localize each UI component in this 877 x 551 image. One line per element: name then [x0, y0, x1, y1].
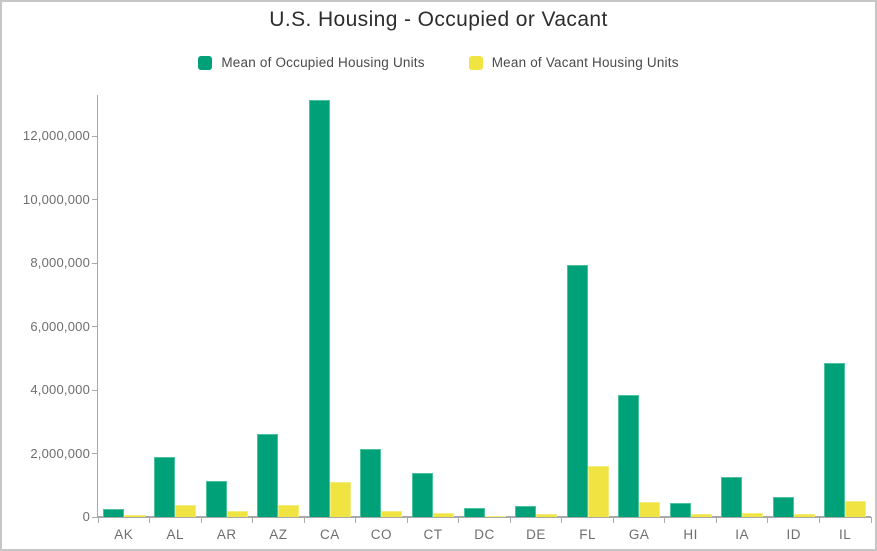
occupied-bar[interactable] [463, 508, 485, 517]
occupied-bar[interactable] [824, 363, 846, 517]
occupied-bar[interactable] [308, 99, 330, 517]
y-tick-mark [92, 516, 97, 518]
vacant-bar[interactable] [484, 516, 506, 517]
x-tick-label: DE [526, 527, 546, 542]
x-tick-mark [870, 517, 872, 523]
vacant-bar[interactable] [278, 504, 300, 517]
vacant-bar[interactable] [175, 504, 197, 517]
x-tick-label: AK [114, 527, 134, 542]
vacant-bar[interactable] [793, 514, 815, 517]
legend: Mean of Occupied Housing Units Mean of V… [2, 55, 875, 70]
vacant-bar[interactable] [329, 482, 351, 517]
vacant-bar[interactable] [742, 512, 764, 517]
x-tick-mark [303, 517, 305, 523]
occupied-bar[interactable] [772, 497, 794, 517]
legend-item-vacant: Mean of Vacant Housing Units [468, 55, 679, 70]
legend-label-vacant: Mean of Vacant Housing Units [491, 55, 679, 70]
x-tick-mark [252, 517, 254, 523]
x-tick-mark [97, 517, 99, 523]
occupied-bar[interactable] [360, 449, 382, 517]
x-tick-label: GA [628, 527, 650, 542]
y-tick-mark [92, 453, 97, 454]
x-tick-label: AR [216, 527, 237, 542]
x-tick-mark [149, 517, 151, 523]
occupied-bar[interactable] [205, 480, 227, 517]
x-tick-label: AZ [269, 527, 288, 542]
chart-title: U.S. Housing - Occupied or Vacant [269, 8, 608, 31]
vacant-bar[interactable] [123, 514, 145, 517]
y-tick-label: 10,000,000 [22, 191, 90, 207]
legend-item-occupied: Mean of Occupied Housing Units [198, 55, 425, 70]
x-tick-label: AL [166, 527, 185, 542]
y-tick-mark [92, 326, 97, 327]
vacant-bar[interactable] [226, 511, 248, 517]
x-tick-mark [561, 517, 563, 523]
y-tick-mark [92, 262, 97, 264]
x-tick-mark [355, 517, 357, 523]
x-tick-mark [406, 517, 408, 523]
y-tick-mark [92, 199, 97, 200]
y-tick-label: 6,000,000 [30, 318, 90, 334]
occupied-bar[interactable] [257, 433, 279, 517]
y-tick-label: 4,000,000 [30, 382, 90, 397]
occupied-bar[interactable] [515, 505, 536, 517]
x-tick-mark [818, 517, 820, 523]
x-tick-label: CO [370, 527, 393, 542]
y-tick-mark [92, 389, 97, 391]
vacant-bar[interactable] [433, 513, 454, 517]
occupied-bar[interactable] [412, 472, 433, 517]
vacant-bar[interactable] [845, 501, 867, 517]
x-tick-label: DC [474, 527, 495, 542]
y-tick-label: 2,000,000 [30, 445, 90, 461]
vacant-swatch-icon [468, 55, 483, 70]
legend-label-occupied: Mean of Occupied Housing Units [221, 55, 425, 70]
x-tick-label: IA [735, 527, 750, 542]
vacant-bar[interactable] [536, 513, 557, 517]
y-axis-line [97, 95, 98, 517]
vacant-bar[interactable] [587, 466, 609, 517]
y-tick-mark [92, 135, 97, 137]
occupied-bar[interactable] [566, 264, 588, 517]
occupied-bar[interactable] [669, 503, 691, 517]
y-tick-label: 0 [82, 509, 90, 524]
occupied-bar[interactable] [102, 509, 124, 517]
y-tick-label: 8,000,000 [30, 255, 90, 270]
x-tick-label: FL [579, 527, 596, 542]
x-tick-label: CT [423, 527, 443, 542]
x-tick-mark [509, 517, 511, 523]
x-tick-label: ID [786, 527, 801, 542]
x-tick-mark [767, 517, 769, 523]
x-tick-mark [200, 517, 202, 523]
x-tick-label: IL [839, 527, 852, 542]
x-tick-mark [458, 517, 460, 523]
x-tick-mark [612, 517, 614, 523]
x-tick-mark [715, 517, 717, 523]
occupied-bar[interactable] [618, 395, 640, 517]
x-tick-label: HI [683, 527, 698, 542]
x-tick-mark [664, 517, 666, 523]
vacant-bar[interactable] [639, 501, 661, 517]
vacant-bar[interactable] [381, 510, 403, 517]
x-tick-label: CA [320, 527, 340, 542]
vacant-bar[interactable] [690, 514, 712, 517]
occupied-bar[interactable] [154, 457, 176, 517]
y-tick-label: 12,000,000 [22, 128, 90, 143]
occupied-bar[interactable] [721, 477, 743, 517]
occupied-swatch-icon [198, 55, 213, 70]
